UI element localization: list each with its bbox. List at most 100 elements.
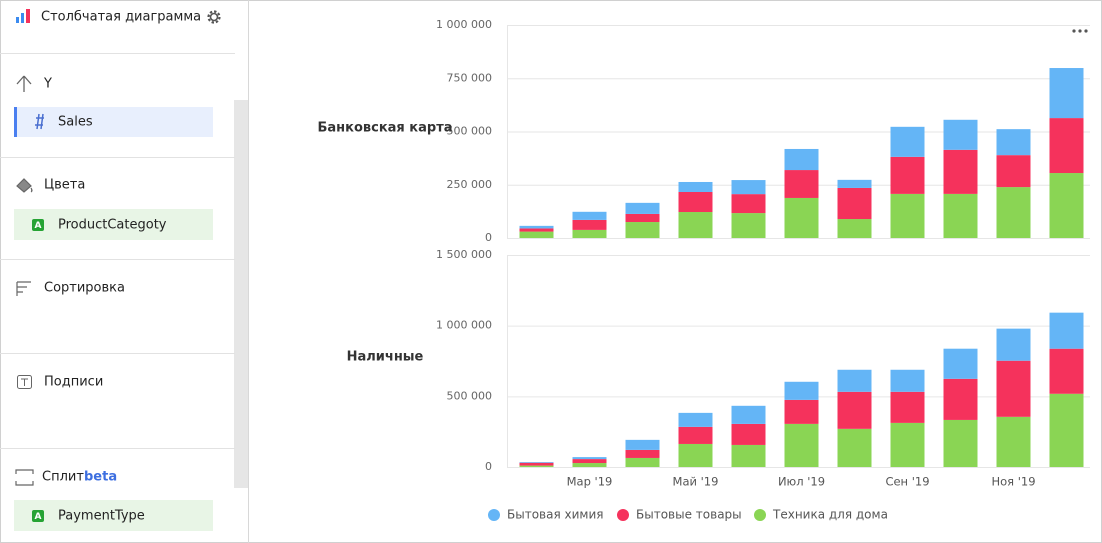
bar-segment (678, 191, 713, 213)
bar-segment (1049, 68, 1084, 119)
bar-segment (996, 328, 1031, 361)
bar-segment (890, 126, 925, 157)
bar-segment (943, 419, 978, 467)
y-icon (16, 75, 32, 92)
chip-accent (14, 107, 17, 137)
scrollbar[interactable] (234, 100, 248, 488)
bar-segment (572, 229, 607, 238)
panel-label: Наличные (347, 350, 424, 365)
y-tick-label: 500 000 (447, 389, 493, 402)
bar-segment (837, 428, 872, 467)
y-tick-label: 250 000 (447, 178, 493, 191)
badge-text: A (35, 512, 42, 522)
bar-segment (572, 463, 607, 467)
bar-segment (625, 449, 660, 458)
bar-segment (625, 439, 660, 450)
field-name: PaymentType (58, 509, 145, 524)
bar-segment (625, 213, 660, 223)
field-chip[interactable] (14, 209, 213, 240)
legend-marker (754, 509, 766, 521)
bar-segment (625, 202, 660, 214)
bar-segment (996, 187, 1031, 238)
bar-segment (996, 360, 1031, 417)
bar-segment (943, 119, 978, 150)
split-icon (15, 469, 34, 486)
bar-segment (837, 187, 872, 220)
more-menu[interactable] (1072, 29, 1088, 33)
bar-segment (678, 181, 713, 192)
bar-segment (678, 212, 713, 238)
bar-segment (890, 422, 925, 467)
section-label: Y (43, 77, 52, 92)
x-tick-label: Июл '19 (778, 475, 825, 489)
bar-segment (678, 412, 713, 427)
bar-segment (890, 391, 925, 423)
legend-label: Техника для дома (772, 508, 888, 522)
bar-segment (784, 170, 819, 198)
colors-icon (16, 178, 33, 193)
bar-segment (572, 457, 607, 460)
y-tick-label: 1 500 000 (436, 248, 492, 261)
bar-segment (943, 348, 978, 379)
bar-segment (1049, 173, 1084, 238)
panel-label: Банковская карта (317, 121, 452, 136)
bar-segment (731, 423, 766, 445)
bar-segment (731, 444, 766, 467)
beta-tag: beta (84, 470, 117, 485)
field-chip[interactable] (14, 500, 213, 531)
bar-segment (519, 225, 554, 229)
bar-segment (519, 231, 554, 238)
section-label: Сплит (42, 470, 84, 485)
field-name: Sales (58, 115, 93, 130)
chart-type-icon (16, 9, 30, 23)
settings-icon[interactable] (207, 10, 221, 24)
bar-segment (996, 416, 1031, 467)
bar-segment (837, 391, 872, 429)
bar-segment (837, 219, 872, 238)
legend-label: Бытовые товары (636, 508, 742, 522)
field-chip[interactable] (14, 107, 213, 137)
bar-segment (943, 193, 978, 238)
bar-segment (837, 179, 872, 188)
x-tick-label: Мар '19 (567, 475, 613, 489)
bar-segment (731, 213, 766, 238)
bar-segment (784, 399, 819, 424)
section-label: Подписи (44, 375, 103, 390)
bar-segment (784, 423, 819, 467)
y-tick-label: 750 000 (447, 71, 493, 84)
bar-segment (572, 459, 607, 464)
bar-segment (1049, 118, 1084, 174)
chart: 0 250 000 500 000 750 000 1 000 000 Банковска… (317, 18, 1090, 522)
x-tick-label: Ноя '19 (991, 475, 1035, 489)
bar-segment (784, 148, 819, 171)
bar-segment (837, 369, 872, 392)
bar-segment (890, 193, 925, 238)
legend-label: Бытовая химия (507, 508, 603, 522)
sort-icon (16, 281, 31, 296)
dimension-badge (32, 219, 44, 231)
x-tick-label: Май '19 (673, 475, 719, 489)
labels-icon-glyph (21, 378, 28, 386)
bar-segment (678, 426, 713, 444)
y-tick-label: 500 000 (447, 125, 493, 138)
bar-segment (943, 378, 978, 420)
bar-segment (890, 156, 925, 194)
bar-segment (1049, 393, 1084, 467)
bar-segment (519, 465, 554, 467)
bar-segment (519, 462, 554, 466)
legend-marker (617, 509, 629, 521)
labels-icon (17, 375, 32, 389)
bar-segment (943, 149, 978, 194)
y-tick-label: 0 (485, 231, 492, 244)
bar-segment (625, 457, 660, 467)
bar-segment (731, 194, 766, 214)
number-icon (35, 113, 44, 130)
bar-segment (519, 462, 554, 463)
bar-segment (996, 155, 1031, 188)
bar-segment (731, 180, 766, 195)
y-tick-label: 1 000 000 (436, 18, 492, 31)
bar-segment (996, 129, 1031, 156)
chart-type-title[interactable]: Столбчатая диаграмма (41, 10, 201, 25)
